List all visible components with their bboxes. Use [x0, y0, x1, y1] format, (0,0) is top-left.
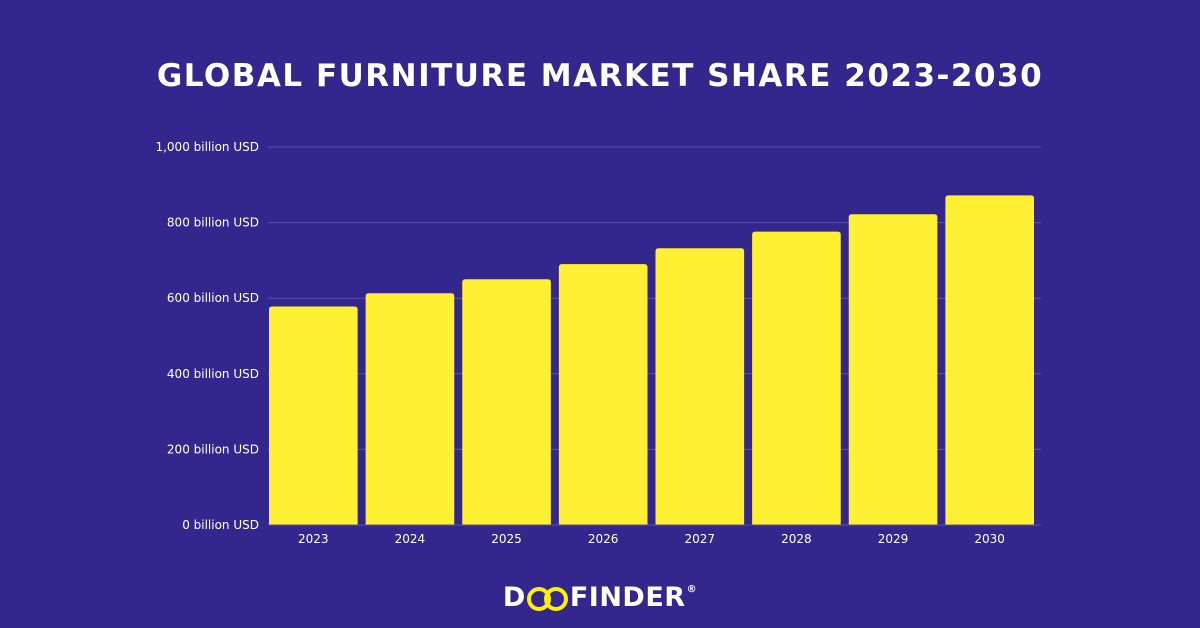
x-tick-label: 2029: [878, 532, 909, 546]
x-tick-label: 2027: [685, 532, 716, 546]
y-tick-label: 600 billion USD: [167, 291, 259, 305]
x-tick-label: 2026: [588, 532, 619, 546]
x-tick-label: 2024: [395, 532, 426, 546]
x-tick-label: 2023: [298, 532, 329, 546]
y-tick-label: 1,000 billion USD: [155, 140, 259, 154]
y-tick-label: 200 billion USD: [167, 442, 259, 456]
bar: [848, 214, 938, 525]
registered-mark: ®: [686, 584, 698, 595]
logo-rings-icon: [526, 586, 569, 611]
bar: [269, 306, 358, 525]
y-tick-label: 0 billion USD: [182, 518, 259, 532]
bar: [462, 279, 551, 525]
x-tick-label: 2025: [491, 532, 522, 546]
doofinder-logo: D FINDER ®: [0, 582, 1200, 613]
chart-title: GLOBAL FURNITURE MARKET SHARE 2023-2030: [156, 58, 1044, 94]
x-tick-label: 2030: [974, 532, 1005, 546]
y-tick-label: 400 billion USD: [167, 367, 259, 381]
y-tick-label: 800 billion USD: [167, 216, 259, 230]
bar: [558, 264, 648, 525]
bar: [752, 231, 841, 525]
bar: [365, 293, 455, 525]
logo-text-start: D: [502, 582, 526, 613]
x-tick-label: 2028: [781, 532, 812, 546]
bar: [655, 248, 745, 525]
logo-text-end: FINDER: [569, 582, 686, 613]
bar: [945, 195, 1034, 525]
